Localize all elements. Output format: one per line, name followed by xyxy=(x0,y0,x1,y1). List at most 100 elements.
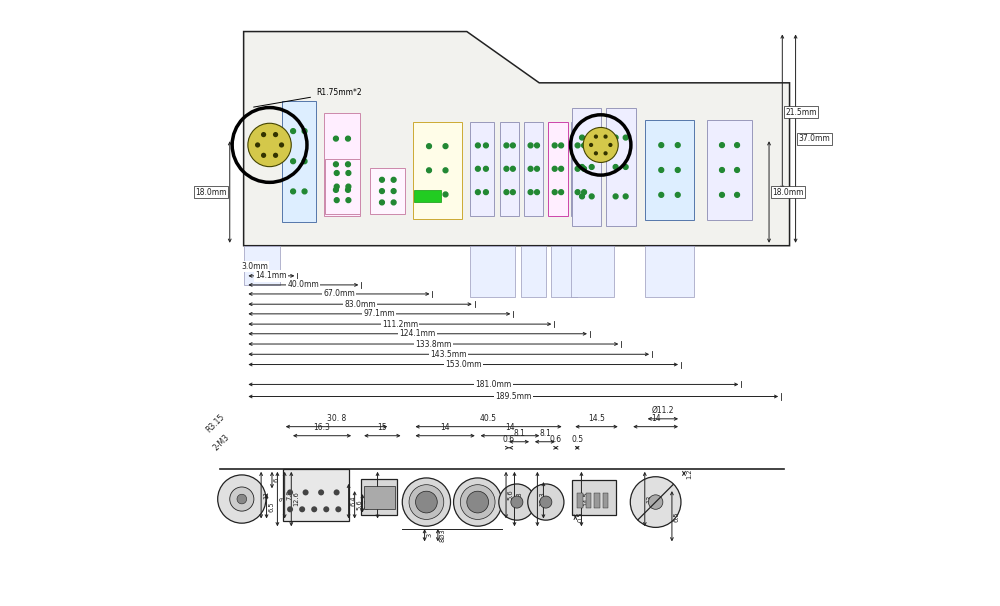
Circle shape xyxy=(273,132,278,137)
Circle shape xyxy=(467,491,489,513)
Circle shape xyxy=(528,484,564,520)
Text: 7.0: 7.0 xyxy=(545,495,551,505)
Circle shape xyxy=(510,190,515,195)
Circle shape xyxy=(402,478,451,526)
Circle shape xyxy=(510,167,515,171)
Circle shape xyxy=(675,168,680,172)
Circle shape xyxy=(589,135,594,140)
Text: R3.15: R3.15 xyxy=(204,413,226,435)
Circle shape xyxy=(623,135,628,140)
Circle shape xyxy=(603,135,608,139)
Circle shape xyxy=(575,143,580,148)
Circle shape xyxy=(427,192,431,197)
Circle shape xyxy=(346,162,350,167)
Circle shape xyxy=(346,187,350,192)
Bar xyxy=(470,122,494,216)
Circle shape xyxy=(261,132,266,137)
Bar xyxy=(413,122,462,219)
Text: 13: 13 xyxy=(647,495,653,503)
Polygon shape xyxy=(244,32,790,245)
Circle shape xyxy=(287,506,293,512)
Circle shape xyxy=(589,194,594,199)
Circle shape xyxy=(460,485,495,519)
Circle shape xyxy=(580,135,584,140)
Bar xyxy=(572,108,601,226)
Circle shape xyxy=(589,143,593,147)
Circle shape xyxy=(346,184,351,189)
Circle shape xyxy=(735,168,739,172)
Circle shape xyxy=(443,144,448,148)
Text: 14: 14 xyxy=(651,414,660,423)
Circle shape xyxy=(735,142,739,147)
Circle shape xyxy=(427,168,431,173)
Text: 5.6: 5.6 xyxy=(508,490,514,501)
Circle shape xyxy=(335,506,341,512)
Bar xyxy=(606,108,636,226)
Circle shape xyxy=(475,167,480,171)
Text: 40.0mm: 40.0mm xyxy=(287,281,319,290)
Circle shape xyxy=(499,484,535,520)
Circle shape xyxy=(291,189,296,194)
Circle shape xyxy=(409,485,444,519)
Text: 111.2mm: 111.2mm xyxy=(382,319,418,328)
Text: 0.5: 0.5 xyxy=(577,512,583,522)
Text: 16.3: 16.3 xyxy=(314,423,330,432)
Circle shape xyxy=(659,168,664,172)
Circle shape xyxy=(583,127,618,162)
Bar xyxy=(470,245,515,297)
Bar xyxy=(572,481,616,515)
Text: 133.8mm: 133.8mm xyxy=(415,339,452,348)
Bar xyxy=(603,493,608,508)
Text: 8Ø3: 8Ø3 xyxy=(440,528,446,542)
Circle shape xyxy=(391,178,396,182)
Bar xyxy=(571,122,590,216)
Bar xyxy=(325,159,360,214)
Circle shape xyxy=(318,490,324,496)
Circle shape xyxy=(218,475,266,523)
Circle shape xyxy=(454,478,502,526)
Text: 14: 14 xyxy=(440,423,450,432)
Circle shape xyxy=(291,128,296,133)
Circle shape xyxy=(552,143,557,148)
Circle shape xyxy=(334,198,339,202)
Bar xyxy=(551,245,577,297)
Circle shape xyxy=(346,171,351,175)
Circle shape xyxy=(552,190,557,195)
Circle shape xyxy=(334,184,339,189)
Circle shape xyxy=(580,165,584,170)
Text: 67.0mm: 67.0mm xyxy=(323,290,355,298)
Text: 14.1mm: 14.1mm xyxy=(256,271,287,281)
Circle shape xyxy=(299,506,305,512)
Bar xyxy=(707,120,752,220)
Circle shape xyxy=(535,190,539,195)
Circle shape xyxy=(334,171,339,175)
Bar xyxy=(524,122,543,216)
Text: 15: 15 xyxy=(378,423,387,432)
Text: 2-M3: 2-M3 xyxy=(211,433,231,453)
Bar xyxy=(500,122,519,216)
Bar xyxy=(521,245,546,297)
Circle shape xyxy=(346,198,351,202)
Circle shape xyxy=(255,142,260,148)
Text: 143.5mm: 143.5mm xyxy=(430,350,467,359)
Circle shape xyxy=(510,143,515,148)
Text: 0.7: 0.7 xyxy=(364,498,370,508)
Text: 14.5: 14.5 xyxy=(583,491,589,507)
Circle shape xyxy=(391,200,396,205)
Circle shape xyxy=(675,193,680,198)
Circle shape xyxy=(504,190,509,195)
Text: 21.5mm: 21.5mm xyxy=(785,108,817,116)
Text: Ø11.2: Ø11.2 xyxy=(652,406,674,415)
Circle shape xyxy=(540,496,552,508)
Circle shape xyxy=(248,123,291,167)
Circle shape xyxy=(528,143,533,148)
Circle shape xyxy=(287,490,293,496)
Text: 18.0mm: 18.0mm xyxy=(772,187,804,196)
Text: 11: 11 xyxy=(263,491,269,499)
Circle shape xyxy=(302,128,307,133)
Bar xyxy=(324,113,360,216)
Circle shape xyxy=(346,136,350,141)
Bar xyxy=(577,493,583,508)
Circle shape xyxy=(380,200,384,205)
Circle shape xyxy=(720,193,724,198)
